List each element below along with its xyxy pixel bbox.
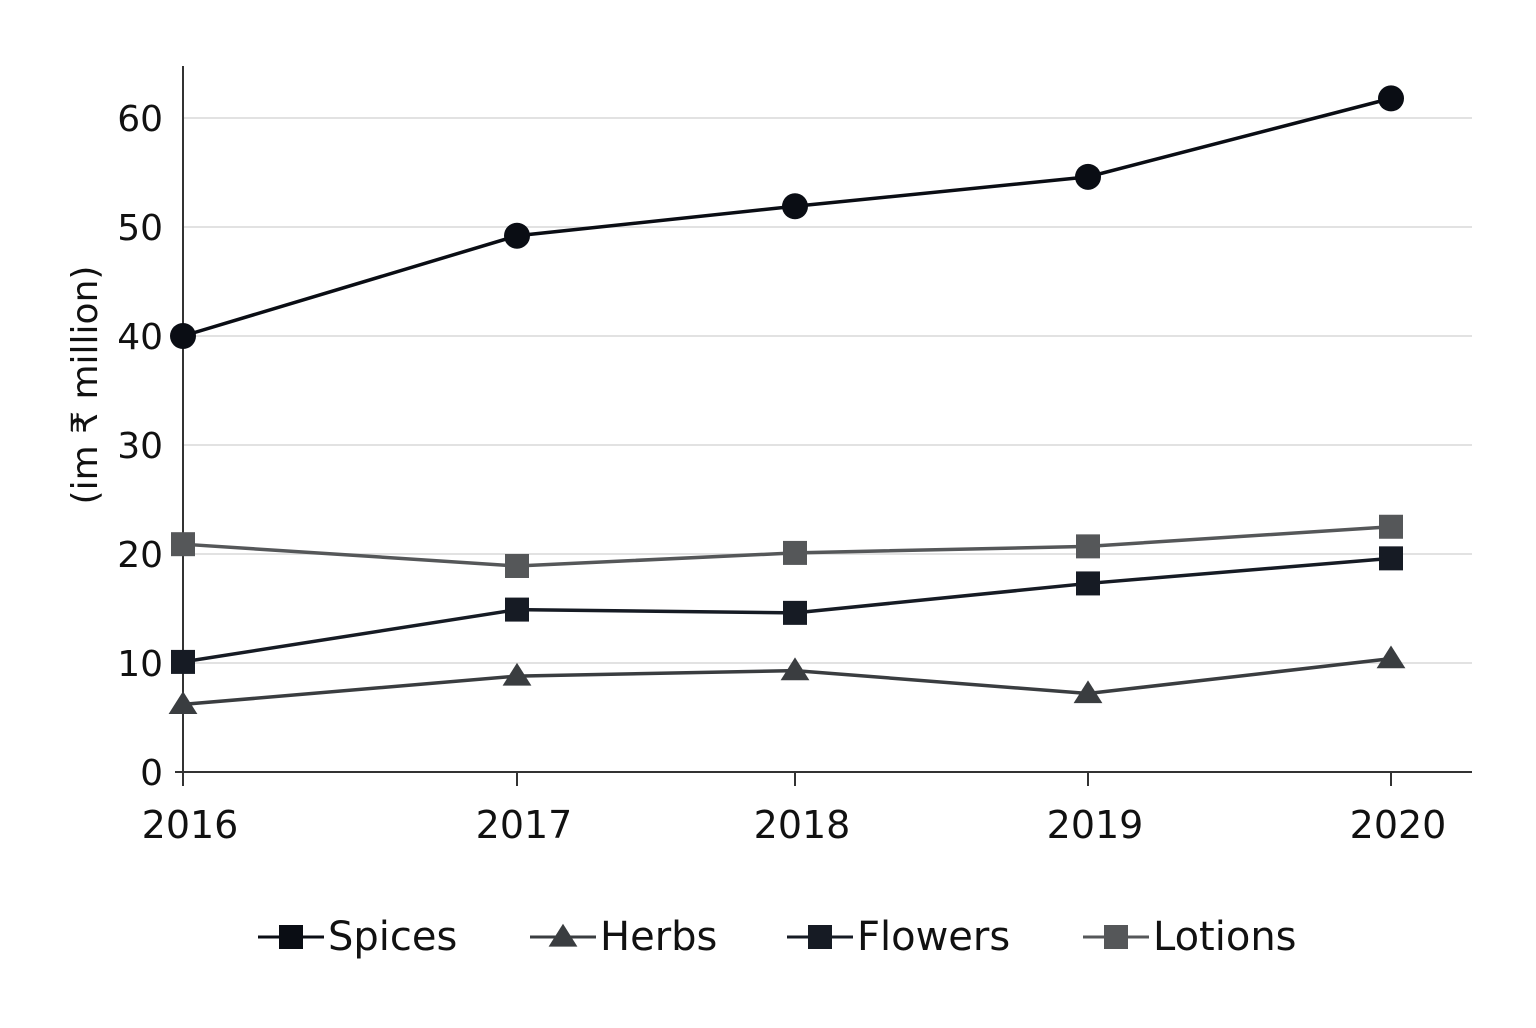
data-point-lotions bbox=[171, 532, 195, 557]
data-point-herbs bbox=[780, 657, 810, 681]
y-axis-label: (im ₹ million) bbox=[65, 266, 106, 505]
legend-marker-triangle bbox=[548, 923, 578, 947]
legend-label: Flowers bbox=[857, 914, 1010, 960]
data-point-herbs bbox=[502, 662, 532, 686]
data-point-herbs bbox=[1376, 645, 1406, 669]
legend-label: Herbs bbox=[600, 914, 717, 960]
series-line-herbs bbox=[182, 656, 1392, 707]
data-point-spices bbox=[504, 222, 530, 249]
y-tick-label: 50 bbox=[117, 208, 163, 249]
legend-item-flowers: Flowers bbox=[787, 914, 1010, 960]
data-point-flowers bbox=[505, 597, 529, 622]
x-tick-label: 2020 bbox=[1350, 803, 1447, 847]
data-point-lotions bbox=[1076, 534, 1100, 559]
legend-marker-square bbox=[279, 925, 303, 949]
data-point-herbs bbox=[168, 691, 198, 715]
series-line-spices bbox=[182, 96, 1392, 338]
data-point-flowers bbox=[1076, 571, 1100, 596]
series-lotions bbox=[171, 514, 1403, 578]
series-flowers bbox=[171, 546, 1403, 674]
gridlines bbox=[183, 117, 1472, 664]
legend-item-lotions: Lotions bbox=[1083, 914, 1297, 960]
data-point-flowers bbox=[171, 649, 195, 674]
data-point-lotions bbox=[783, 540, 807, 565]
y-tick-label: 60 bbox=[117, 99, 163, 140]
data-point-spices bbox=[782, 193, 808, 220]
data-point-spices bbox=[1378, 85, 1404, 112]
x-tick-label: 2017 bbox=[476, 803, 573, 847]
legend-item-herbs: Herbs bbox=[530, 914, 717, 960]
x-tick-label: 2019 bbox=[1047, 803, 1144, 847]
y-tick-label: 30 bbox=[117, 426, 163, 467]
legend-label: Lotions bbox=[1153, 914, 1297, 960]
legend-marker-square bbox=[808, 925, 832, 949]
x-tick-labels: 2016 2017 2018 2019 2020 bbox=[142, 772, 1447, 847]
series-group bbox=[168, 85, 1406, 715]
legend: Spices Herbs Flowers Lotions bbox=[258, 914, 1297, 960]
data-point-spices bbox=[170, 323, 196, 349]
y-tick-labels: 0 10 20 30 40 50 60 bbox=[117, 99, 163, 794]
y-tick-label: 10 bbox=[117, 644, 163, 685]
legend-marker-square bbox=[1104, 925, 1128, 949]
x-tick-label: 2018 bbox=[754, 803, 851, 847]
x-tick-label: 2016 bbox=[142, 803, 239, 847]
legend-label: Spices bbox=[328, 914, 457, 960]
data-point-herbs bbox=[1073, 680, 1103, 704]
series-spices bbox=[170, 85, 1404, 349]
y-tick-label: 20 bbox=[117, 535, 163, 576]
series-herbs bbox=[168, 645, 1406, 715]
data-point-lotions bbox=[1379, 514, 1403, 539]
data-point-flowers bbox=[1379, 546, 1403, 571]
y-tick-label: 0 bbox=[140, 753, 163, 794]
legend-item-spices: Spices bbox=[258, 914, 457, 960]
data-point-flowers bbox=[783, 600, 807, 625]
y-tick-label: 40 bbox=[117, 317, 163, 358]
data-point-lotions bbox=[505, 553, 529, 578]
data-point-spices bbox=[1075, 163, 1101, 190]
